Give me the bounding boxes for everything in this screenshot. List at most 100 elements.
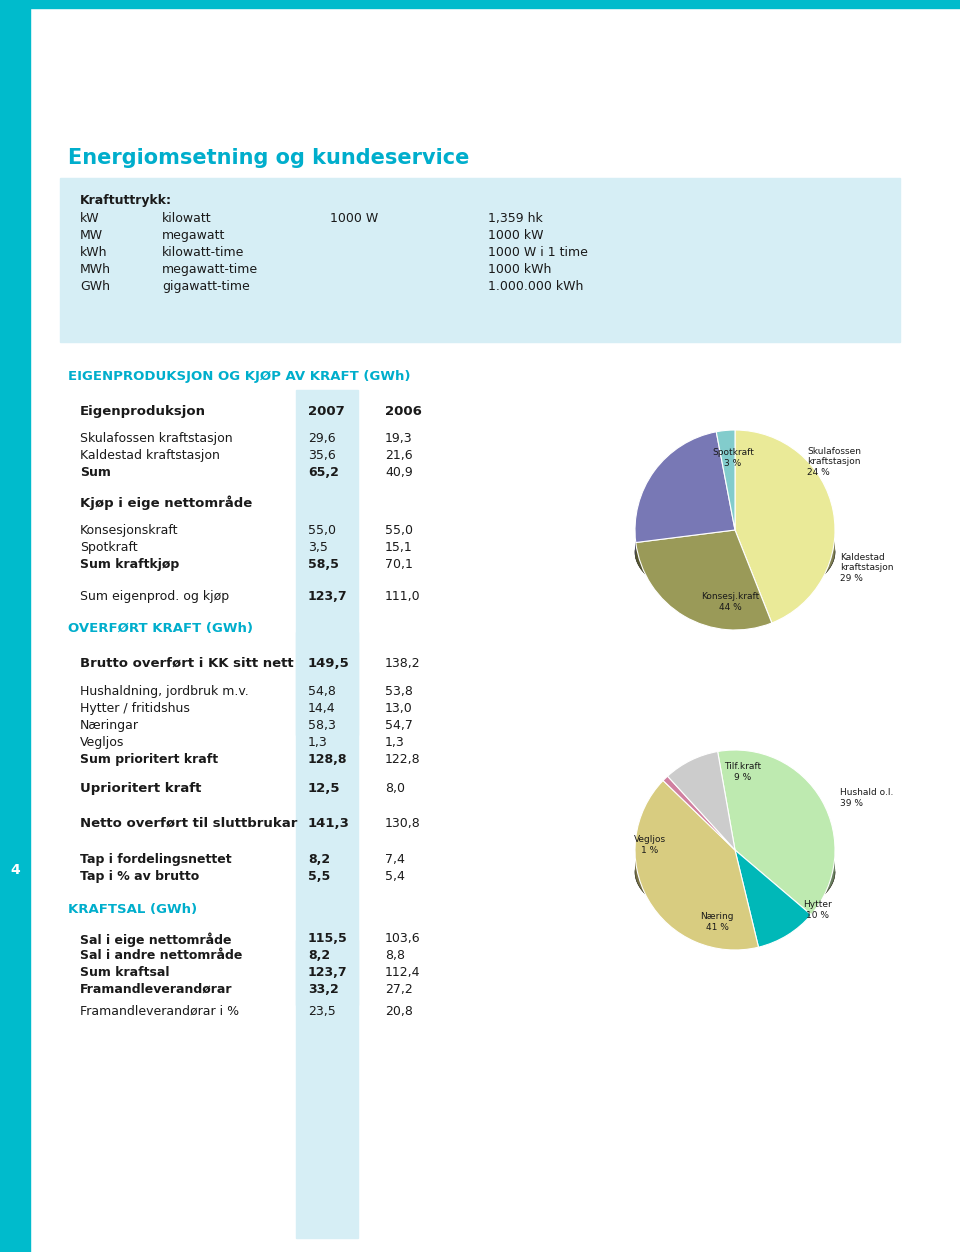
- Text: 115,5: 115,5: [308, 931, 348, 945]
- Text: Eigenproduksjon: Eigenproduksjon: [80, 404, 206, 418]
- Wedge shape: [635, 780, 758, 950]
- Polygon shape: [635, 849, 758, 921]
- Text: 1000 W i 1 time: 1000 W i 1 time: [488, 245, 588, 259]
- Text: 53,8: 53,8: [385, 685, 413, 699]
- Text: Hushaldning, jordbruk m.v.: Hushaldning, jordbruk m.v.: [80, 685, 249, 699]
- Text: Næring
41 %: Næring 41 %: [700, 913, 733, 931]
- Text: 1,359 hk: 1,359 hk: [488, 212, 542, 225]
- Text: 15,1: 15,1: [385, 541, 413, 553]
- Text: 23,5: 23,5: [308, 1005, 336, 1018]
- Text: Kaldestad
kraftstasjon
29 %: Kaldestad kraftstasjon 29 %: [840, 553, 894, 583]
- Text: 13,0: 13,0: [385, 702, 413, 715]
- Text: 5,5: 5,5: [308, 870, 330, 883]
- Text: 123,7: 123,7: [308, 590, 348, 603]
- Text: Sum eigenprod. og kjøp: Sum eigenprod. og kjøp: [80, 590, 229, 603]
- Text: Tilf.kraft
9 %: Tilf.kraft 9 %: [725, 762, 761, 781]
- Polygon shape: [636, 536, 772, 602]
- Text: 1000 kWh: 1000 kWh: [488, 263, 551, 275]
- Text: Tap i % av brutto: Tap i % av brutto: [80, 870, 200, 883]
- Text: 122,8: 122,8: [385, 752, 420, 766]
- Text: megawatt-time: megawatt-time: [162, 263, 258, 275]
- Text: 8,2: 8,2: [308, 853, 330, 866]
- Text: Kjøp i eige nettområde: Kjøp i eige nettområde: [80, 495, 252, 510]
- Text: Skulafossen kraftstasjon: Skulafossen kraftstasjon: [80, 432, 232, 444]
- Text: 19,3: 19,3: [385, 432, 413, 444]
- Text: 54,8: 54,8: [308, 685, 336, 699]
- Text: Konsesj.kraft
44 %: Konsesj.kraft 44 %: [701, 592, 759, 612]
- Text: 12,5: 12,5: [308, 782, 341, 795]
- Bar: [296, 632, 358, 1005]
- Text: 58,3: 58,3: [308, 719, 336, 732]
- Wedge shape: [735, 850, 811, 948]
- Text: EIGENPRODUKSJON OG KJØP AV KRAFT (GWh): EIGENPRODUKSJON OG KJØP AV KRAFT (GWh): [68, 371, 411, 383]
- Text: MW: MW: [80, 229, 103, 242]
- Text: Framandleverandørar i %: Framandleverandørar i %: [80, 1005, 239, 1018]
- Text: 33,2: 33,2: [308, 983, 339, 997]
- Text: 27,2: 27,2: [385, 983, 413, 997]
- Text: 55,0: 55,0: [308, 525, 336, 537]
- Text: 54,7: 54,7: [385, 719, 413, 732]
- Text: Spotkraft
3 %: Spotkraft 3 %: [712, 448, 754, 468]
- Text: Skulafossen
kraftstasjon
24 %: Skulafossen kraftstasjon 24 %: [807, 447, 861, 477]
- Text: Tap i fordelingsnettet: Tap i fordelingsnettet: [80, 853, 231, 866]
- Text: Brutto overført i KK sitt nett: Brutto overført i KK sitt nett: [80, 657, 294, 670]
- Text: KRAFTSAL (GWh): KRAFTSAL (GWh): [68, 903, 197, 916]
- Polygon shape: [811, 850, 835, 904]
- Text: 1.000.000 kWh: 1.000.000 kWh: [488, 280, 584, 293]
- Text: 55,0: 55,0: [385, 525, 413, 537]
- Text: 8,2: 8,2: [308, 949, 330, 962]
- Text: Kaldestad kraftstasjon: Kaldestad kraftstasjon: [80, 449, 220, 462]
- Wedge shape: [735, 429, 835, 623]
- Bar: [0, 0, 30, 1252]
- Text: OVERFØRT KRAFT (GWh): OVERFØRT KRAFT (GWh): [68, 622, 253, 635]
- Text: 58,5: 58,5: [308, 558, 339, 571]
- Text: kilowatt: kilowatt: [162, 212, 211, 225]
- Wedge shape: [716, 429, 735, 530]
- Wedge shape: [718, 750, 835, 915]
- Text: 1000 kW: 1000 kW: [488, 229, 543, 242]
- Text: Sal i eige nettområde: Sal i eige nettområde: [80, 931, 231, 947]
- Text: Kraftuttrykk:: Kraftuttrykk:: [80, 194, 172, 207]
- Text: 2007: 2007: [308, 404, 345, 418]
- Text: Uprioritert kraft: Uprioritert kraft: [80, 782, 202, 795]
- Bar: [296, 940, 358, 1238]
- Wedge shape: [663, 776, 735, 850]
- Text: 14,4: 14,4: [308, 702, 336, 715]
- Wedge shape: [667, 751, 735, 850]
- Polygon shape: [758, 883, 811, 920]
- Polygon shape: [635, 502, 835, 602]
- Text: Konsesjonskraft: Konsesjonskraft: [80, 525, 179, 537]
- Text: 1,3: 1,3: [308, 736, 327, 749]
- Text: Sum prioritert kraft: Sum prioritert kraft: [80, 752, 218, 766]
- Text: 65,2: 65,2: [308, 466, 339, 480]
- Text: Vegljos: Vegljos: [80, 736, 125, 749]
- Text: Sum kraftkjøp: Sum kraftkjøp: [80, 558, 180, 571]
- Text: GWh: GWh: [80, 280, 110, 293]
- Wedge shape: [636, 530, 772, 630]
- Text: megawatt: megawatt: [162, 229, 226, 242]
- Text: 111,0: 111,0: [385, 590, 420, 603]
- Text: 3,5: 3,5: [308, 541, 328, 553]
- Text: Hushald o.l.
39 %: Hushald o.l. 39 %: [840, 789, 894, 808]
- Text: 5,4: 5,4: [385, 870, 405, 883]
- Text: kWh: kWh: [80, 245, 108, 259]
- Polygon shape: [635, 823, 835, 921]
- Text: Sum: Sum: [80, 466, 110, 480]
- Text: 1000 W: 1000 W: [330, 212, 378, 225]
- Text: kW: kW: [80, 212, 100, 225]
- Text: 20,8: 20,8: [385, 1005, 413, 1018]
- Bar: [60, 178, 900, 342]
- Text: Spotkraft: Spotkraft: [80, 541, 137, 553]
- Text: 112,4: 112,4: [385, 967, 420, 979]
- Text: Næringar: Næringar: [80, 719, 139, 732]
- Text: Vegljos
1 %: Vegljos 1 %: [634, 835, 666, 855]
- Text: gigawatt-time: gigawatt-time: [162, 280, 250, 293]
- Text: 4: 4: [11, 863, 20, 876]
- Text: Hytter
10 %: Hytter 10 %: [803, 900, 831, 920]
- Text: Sum kraftsal: Sum kraftsal: [80, 967, 170, 979]
- Text: 29,6: 29,6: [308, 432, 336, 444]
- Text: 40,9: 40,9: [385, 466, 413, 480]
- Text: Hytter / fritidshus: Hytter / fritidshus: [80, 702, 190, 715]
- Text: Framandleverandørar: Framandleverandørar: [80, 983, 232, 997]
- Text: 70,1: 70,1: [385, 558, 413, 571]
